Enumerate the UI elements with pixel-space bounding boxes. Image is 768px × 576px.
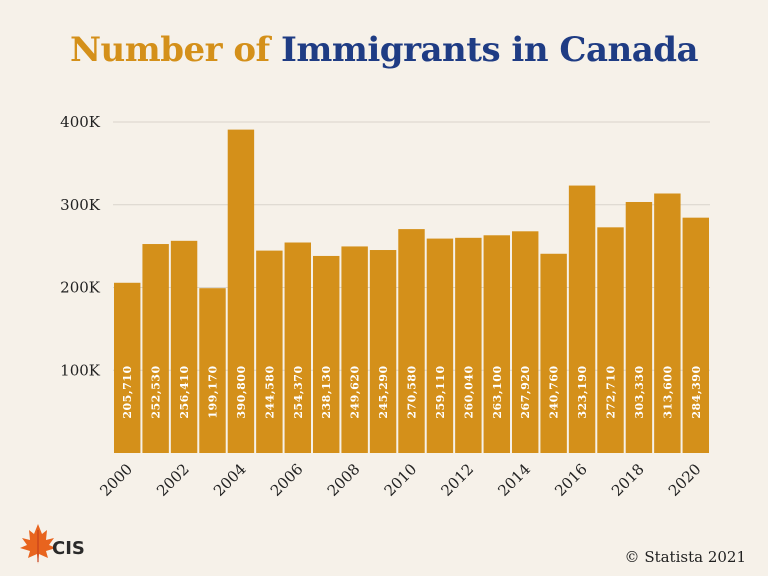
x-tick-label: 2020 xyxy=(665,460,705,500)
y-axis-ticks: 100K 200K 300K 400K xyxy=(60,113,101,379)
bar xyxy=(256,250,283,453)
bar-value-label: 254,370 xyxy=(292,365,305,418)
bar-value-label: 238,130 xyxy=(320,365,333,418)
source-credit: © Statista 2021 xyxy=(624,548,746,566)
bar-value-label: 244,580 xyxy=(263,365,276,418)
y-tick-label: 300K xyxy=(60,196,101,214)
bar-value-label: 323,190 xyxy=(576,365,589,418)
x-tick-label: 2004 xyxy=(210,460,250,500)
bar-value-label: 270,580 xyxy=(406,365,419,418)
x-tick-label: 2000 xyxy=(96,460,136,500)
x-tick-label: 2002 xyxy=(153,460,193,500)
bar xyxy=(654,193,681,453)
x-axis-ticks: 2000 2002 2004 2006 2008 2010 2012 2014 2016 2018… xyxy=(96,460,704,500)
bar xyxy=(625,201,653,453)
x-tick-label: 2010 xyxy=(381,460,421,500)
x-tick-label: 2006 xyxy=(267,460,307,500)
bar xyxy=(170,240,198,453)
bar-value-label: 245,290 xyxy=(377,365,390,418)
bar-value-label: 249,620 xyxy=(349,365,362,418)
bar-value-label: 303,330 xyxy=(633,365,646,418)
cis-logo: CIS xyxy=(20,524,85,564)
title-part-main: Immigrants in Canada xyxy=(281,30,699,70)
x-tick-label: 2016 xyxy=(551,460,591,500)
bar-value-label: 259,110 xyxy=(434,365,447,418)
bar-value-label: 199,170 xyxy=(207,365,220,418)
bar-value-label: 272,710 xyxy=(605,365,618,418)
bar xyxy=(227,129,255,453)
bar-value-label: 284,390 xyxy=(690,365,703,418)
bar xyxy=(341,246,368,453)
x-tick-label: 2008 xyxy=(324,460,364,500)
bar xyxy=(512,231,539,453)
bar-value-label: 252,530 xyxy=(150,365,163,418)
bar-value-label: 260,040 xyxy=(462,365,475,418)
bar xyxy=(455,237,482,453)
bar-value-label: 240,760 xyxy=(548,365,561,418)
bar xyxy=(284,242,311,453)
bar xyxy=(199,288,226,453)
bar-value-labels: 205,710 252,530 256,410 199,170 390,800 244,5… xyxy=(121,365,703,418)
bar-value-label: 263,100 xyxy=(491,365,504,418)
y-tick-label: 400K xyxy=(60,113,101,131)
bar xyxy=(568,185,596,453)
bar xyxy=(426,238,454,453)
x-tick-label: 2012 xyxy=(437,460,477,500)
chart-title: Number of Immigrants in Canada xyxy=(0,30,768,70)
y-tick-label: 100K xyxy=(60,361,101,379)
logo-text: CIS xyxy=(52,538,85,559)
title-part-accent: Number of xyxy=(69,30,270,70)
bar-value-label: 205,710 xyxy=(121,365,134,418)
bar-value-label: 256,410 xyxy=(178,365,191,418)
bar xyxy=(540,253,567,453)
bar xyxy=(398,229,425,453)
bar xyxy=(597,227,624,453)
x-tick-label: 2014 xyxy=(494,460,534,500)
y-tick-label: 200K xyxy=(60,279,101,297)
bar xyxy=(483,235,510,453)
bar xyxy=(114,282,141,453)
bar-value-label: 313,600 xyxy=(661,365,674,418)
bars xyxy=(114,129,709,453)
bar xyxy=(313,255,340,453)
x-tick-label: 2018 xyxy=(608,460,648,500)
bar xyxy=(369,250,397,453)
bar xyxy=(142,244,169,453)
bar-value-label: 267,920 xyxy=(519,365,532,418)
bar-value-label: 390,800 xyxy=(235,365,248,418)
bar xyxy=(682,217,709,453)
